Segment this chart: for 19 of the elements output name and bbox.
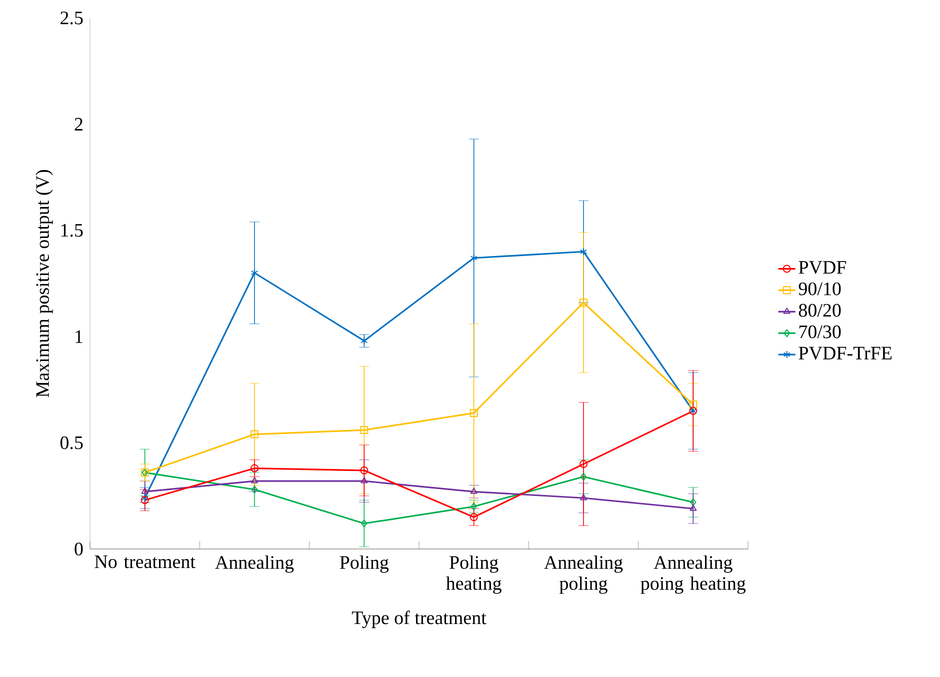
y-tick-label: 2 <box>74 118 82 130</box>
legend-label: 90/10 <box>798 282 841 296</box>
y-tick-label: 0.5 <box>60 436 83 450</box>
x-tick-label: Annealing poling <box>544 556 623 594</box>
legend-label: 80/20 <box>798 304 841 317</box>
legend-label: PVDF-TrFE <box>798 346 892 360</box>
legend-label: PVDF <box>798 261 846 274</box>
x-tick-label: Poling heating <box>446 556 502 594</box>
y-tick-label: 2.5 <box>60 12 83 24</box>
y-tick-label: 0 <box>74 542 83 556</box>
x-tick-label: No treatment <box>94 556 196 568</box>
legend-label: 70/30 <box>799 325 841 338</box>
y-axis-title: Maximum positive output (V) <box>36 170 53 398</box>
y-tick-label: 1.5 <box>61 224 83 237</box>
y-tick-label: 1 <box>76 330 82 343</box>
x-tick-label: Annealing poing heating <box>640 556 746 594</box>
x-axis-title: Type of treatment <box>352 610 486 628</box>
x-tick-label: Annealing <box>215 556 294 573</box>
x-tick-label: Poling <box>340 556 389 573</box>
